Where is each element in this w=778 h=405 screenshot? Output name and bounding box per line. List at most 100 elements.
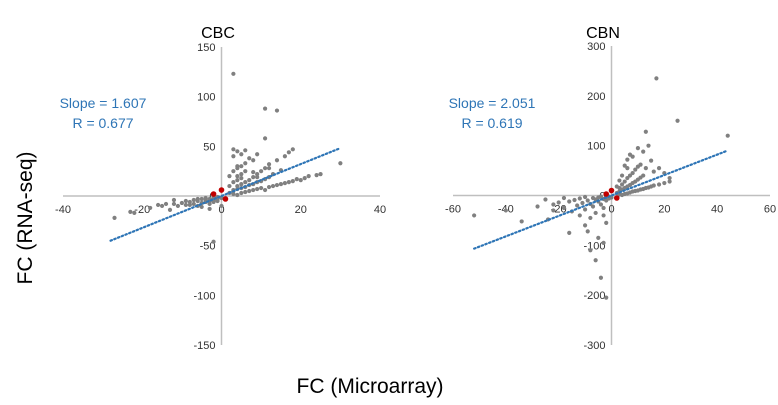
data-point: [567, 199, 572, 204]
data-point: [656, 165, 662, 171]
data-point: [243, 179, 248, 185]
data-point: [593, 210, 598, 216]
data-point: [262, 187, 268, 193]
data-point: [535, 204, 540, 209]
y-tick-label: 300: [587, 41, 605, 53]
highlight-point: [222, 196, 229, 202]
data-point: [239, 176, 244, 181]
data-point: [171, 197, 177, 203]
data-point: [247, 178, 252, 183]
chart-title: CBN: [586, 25, 620, 42]
data-point: [195, 196, 200, 202]
x-tick-label: 40: [711, 204, 723, 216]
data-point: [649, 158, 654, 163]
data-point: [543, 197, 548, 202]
data-point: [278, 181, 284, 187]
data-point: [251, 187, 256, 193]
data-point: [231, 147, 236, 152]
x-tick-label: -20: [134, 204, 150, 216]
y-tick-label: -200: [583, 290, 605, 302]
data-point: [235, 183, 240, 189]
highlight-point: [603, 191, 610, 197]
x-tick-label: 60: [764, 204, 776, 216]
data-point: [596, 235, 601, 240]
data-point: [274, 108, 280, 113]
data-point: [619, 182, 625, 187]
data-point: [572, 197, 577, 203]
data-point: [231, 169, 236, 174]
data-point: [259, 185, 264, 191]
data-point: [314, 173, 319, 178]
data-point: [601, 213, 606, 218]
panel-cbc: CBC-40-2002040-150-100-50050100150Slope …: [55, 25, 386, 352]
data-point: [604, 220, 609, 226]
data-point: [588, 215, 593, 221]
data-point: [255, 186, 260, 192]
x-tick-label: -60: [445, 204, 461, 216]
data-point: [286, 150, 291, 155]
data-point: [207, 201, 212, 207]
data-point: [654, 76, 659, 81]
data-point: [638, 162, 643, 167]
panel-cbn: CBN-60-40-200204060-300-200-100010020030…: [445, 25, 776, 352]
data-point: [667, 179, 672, 184]
data-point: [179, 200, 184, 206]
data-point: [215, 198, 220, 204]
data-point: [266, 166, 272, 171]
data-point: [622, 179, 627, 184]
data-point: [239, 164, 244, 169]
data-point: [585, 198, 590, 203]
data-point: [255, 172, 260, 177]
data-point: [247, 156, 252, 161]
x-axis-label: FC (Microarray): [297, 375, 444, 398]
data-point: [286, 179, 291, 185]
data-point: [183, 198, 188, 204]
data-point: [641, 173, 646, 178]
data-point: [247, 188, 252, 194]
data-point: [290, 179, 295, 184]
data-point: [159, 203, 165, 209]
data-point: [643, 165, 648, 171]
y-tick-label: 50: [203, 141, 215, 153]
data-point: [282, 154, 287, 159]
data-point: [235, 174, 240, 179]
data-point: [633, 167, 638, 172]
data-point: [643, 129, 648, 134]
data-point: [667, 175, 672, 181]
x-tick-label: 20: [295, 204, 307, 216]
data-point: [306, 174, 311, 179]
data-point: [231, 71, 236, 76]
data-point: [656, 182, 662, 187]
data-point: [171, 201, 177, 207]
data-point: [625, 157, 630, 162]
y-axis-label: FC (RNA-seq): [14, 151, 37, 284]
data-point: [251, 158, 256, 163]
highlight-point: [210, 191, 217, 197]
y-tick-label: -150: [193, 340, 215, 352]
data-point: [593, 258, 598, 263]
x-tick-label: 0: [218, 204, 224, 216]
data-point: [191, 201, 196, 207]
data-point: [622, 163, 627, 168]
data-point: [251, 175, 256, 180]
highlight-point: [218, 187, 225, 193]
data-point: [725, 133, 730, 138]
data-point: [163, 201, 169, 207]
data-point: [187, 199, 192, 205]
data-point: [211, 239, 216, 244]
data-point: [243, 148, 248, 153]
data-point: [148, 205, 153, 211]
y-tick-label: -300: [583, 340, 605, 352]
data-point: [625, 165, 630, 171]
data-point: [630, 170, 635, 176]
data-point: [211, 199, 216, 205]
data-point: [646, 143, 651, 148]
data-point: [274, 182, 280, 188]
data-point: [156, 202, 161, 208]
data-point: [251, 170, 256, 175]
data-point: [601, 205, 606, 211]
data-point: [199, 196, 204, 202]
data-point: [175, 203, 181, 209]
trendline: [473, 149, 729, 250]
data-point: [183, 202, 188, 208]
